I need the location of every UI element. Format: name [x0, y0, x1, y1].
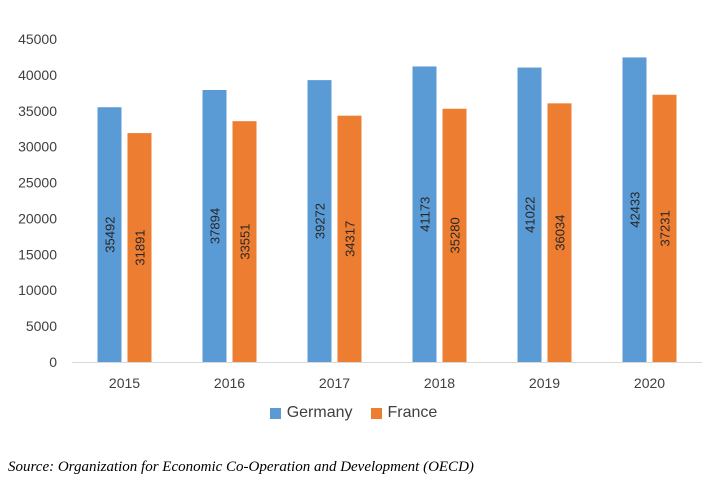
- data-label-france-2015: 31891: [133, 229, 148, 265]
- y-tick-label: 0: [49, 354, 57, 370]
- y-tick-label: 25000: [18, 175, 57, 191]
- y-tick-label: 40000: [18, 67, 57, 83]
- legend-item-france: France: [370, 404, 438, 422]
- bar-germany-2015: [97, 107, 122, 362]
- legend-label-germany: Germany: [286, 404, 353, 421]
- bar-france-2019: [547, 103, 572, 362]
- x-tick-label-2018: 2018: [424, 375, 455, 391]
- bar-france-2018: [442, 108, 467, 362]
- x-tick-label-2017: 2017: [319, 375, 350, 391]
- y-tick-label: 35000: [18, 103, 57, 119]
- x-tick-label-2019: 2019: [529, 375, 560, 391]
- data-label-france-2019: 36034: [553, 215, 568, 251]
- bar-france-2015: [127, 133, 152, 362]
- y-tick-label: 45000: [18, 31, 57, 47]
- data-label-france-2016: 33551: [238, 224, 253, 260]
- data-label-france-2017: 34317: [343, 221, 358, 257]
- bar-france-2016: [232, 121, 257, 362]
- data-label-germany-2017: 39272: [313, 203, 328, 239]
- legend: Germany France: [0, 404, 707, 422]
- bar-germany-2020: [622, 57, 647, 362]
- y-tick-label: 5000: [26, 318, 57, 334]
- bar-germany-2018: [412, 66, 437, 362]
- y-tick-label: 30000: [18, 139, 57, 155]
- bar-france-2017: [337, 115, 362, 362]
- y-tick-label: 15000: [18, 246, 57, 262]
- bar-france-2020: [652, 94, 677, 362]
- bar-germany-2017: [307, 80, 332, 362]
- x-tick-label-2020: 2020: [634, 375, 665, 391]
- bar-germany-2019: [517, 67, 542, 363]
- legend-swatch-france: [370, 407, 382, 419]
- data-label-germany-2020: 42433: [628, 192, 643, 228]
- y-tick-label: 10000: [18, 282, 57, 298]
- legend-label-france: France: [387, 404, 438, 421]
- data-label-germany-2019: 41022: [523, 197, 538, 233]
- bar-germany-2016: [202, 90, 227, 363]
- data-label-france-2020: 37231: [658, 210, 673, 246]
- source-note: Source: Organization for Economic Co-Ope…: [8, 459, 474, 475]
- data-label-france-2018: 35280: [448, 217, 463, 253]
- x-tick-label-2015: 2015: [109, 375, 140, 391]
- bar-chart: 0 5000 10000 15000 20000 25000 30000 35000 40000…: [18, 31, 702, 391]
- data-label-germany-2018: 41173: [418, 197, 433, 232]
- legend-swatch-germany: [269, 407, 281, 419]
- data-label-germany-2016: 37894: [208, 208, 223, 244]
- data-label-germany-2015: 35492: [103, 217, 118, 253]
- legend-item-germany: Germany: [269, 404, 353, 422]
- y-tick-label: 20000: [18, 210, 57, 226]
- x-tick-label-2016: 2016: [214, 375, 245, 391]
